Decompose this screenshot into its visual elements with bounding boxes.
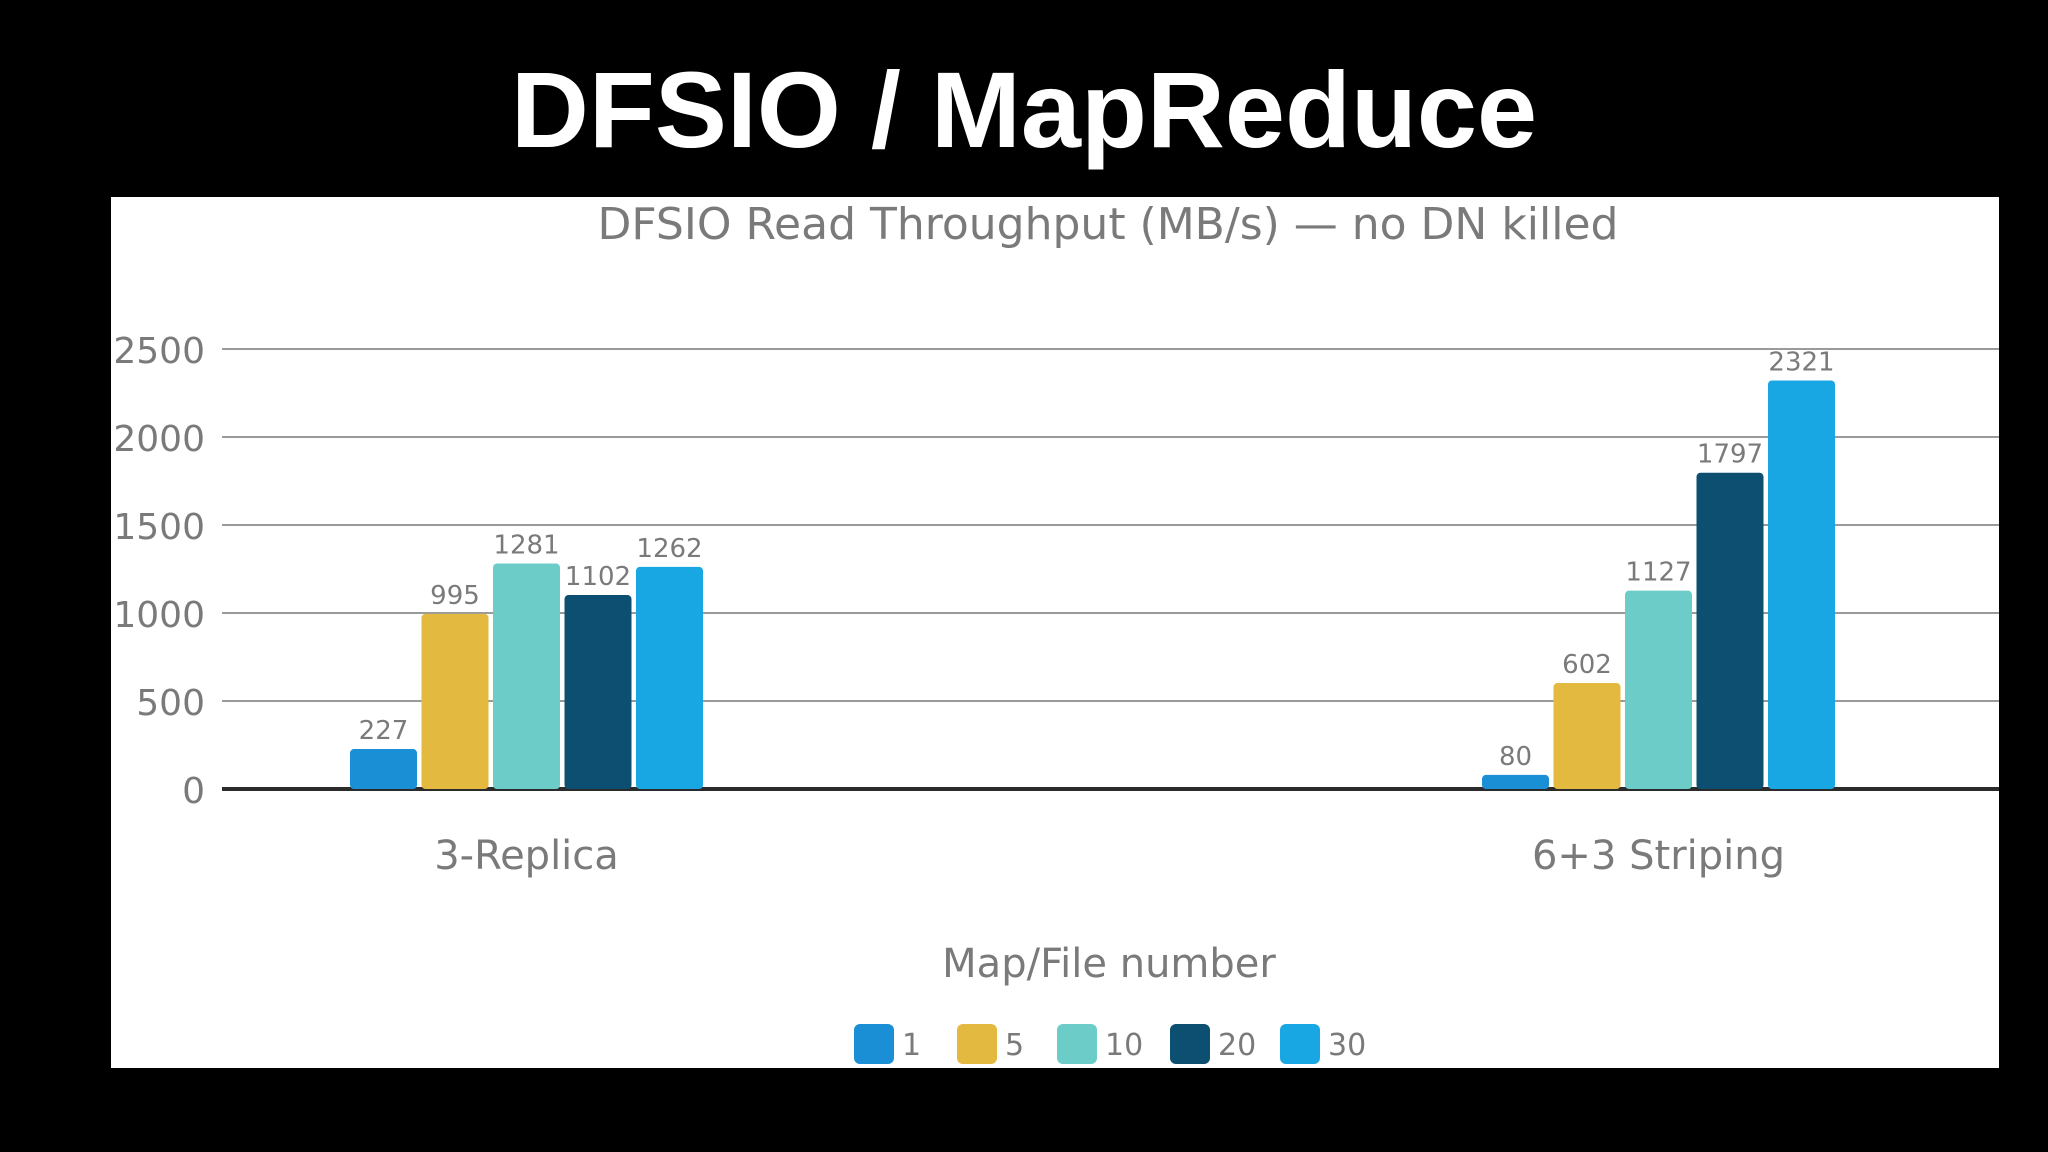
- bar-6-3-striping-20: [1696, 472, 1764, 789]
- x-category-label: 3-Replica: [434, 833, 619, 879]
- bar-3-replica-20: [564, 595, 632, 789]
- y-tick-label: 2500: [113, 331, 205, 372]
- legend-swatch: [854, 1024, 894, 1064]
- chart-title: DFSIO Read Throughput (MB/s) — no DN kil…: [598, 199, 1619, 250]
- legend-label: 10: [1105, 1028, 1143, 1063]
- bar-3-replica-5: [421, 613, 489, 789]
- y-tick-label: 0: [182, 771, 205, 812]
- bars: [350, 380, 1835, 789]
- legend-item: 30: [1280, 1024, 1366, 1064]
- data-label: 1281: [493, 531, 559, 561]
- legend-swatch: [1170, 1024, 1210, 1064]
- y-tick-label: 1000: [113, 595, 205, 636]
- slide-title: DFSIO / MapReduce: [510, 49, 1538, 170]
- bar-chart: DFSIO Read Throughput (MB/s) — no DN kil…: [113, 199, 1999, 1064]
- data-label: 995: [430, 581, 480, 611]
- legend-label: 30: [1328, 1028, 1366, 1063]
- legend-item: 20: [1170, 1024, 1256, 1064]
- y-axis-ticks: 0 500 1000 1500 2000 2500: [113, 331, 205, 812]
- y-tick-label: 2000: [113, 419, 205, 460]
- legend-item: 10: [1057, 1024, 1143, 1064]
- legend-label: 1: [902, 1028, 921, 1063]
- data-label: 227: [359, 716, 409, 746]
- legend-label: 5: [1005, 1028, 1024, 1063]
- bar-6-3-striping-30: [1768, 380, 1835, 789]
- data-label: 2321: [1768, 348, 1834, 378]
- x-axis-categories: 3-Replica 6+3 Striping: [434, 833, 1785, 879]
- legend: 1 5 10 20 30: [854, 1024, 1366, 1064]
- data-label: 1262: [636, 534, 702, 564]
- x-category-label: 6+3 Striping: [1532, 833, 1785, 879]
- data-label: 80: [1499, 742, 1532, 772]
- legend-swatch: [957, 1024, 997, 1064]
- bar-6-3-striping-5: [1553, 683, 1621, 789]
- bar-3-replica-10: [493, 563, 560, 789]
- legend-label: 20: [1218, 1028, 1256, 1063]
- y-tick-label: 500: [136, 683, 205, 724]
- data-label: 1797: [1697, 440, 1763, 470]
- bar-6-3-striping-1: [1482, 774, 1549, 789]
- legend-swatch: [1057, 1024, 1097, 1064]
- y-tick-label: 1500: [113, 507, 205, 548]
- bar-3-replica-30: [636, 566, 703, 789]
- chart-panel: DFSIO Read Throughput (MB/s) — no DN kil…: [111, 197, 1999, 1068]
- data-label: 602: [1562, 650, 1612, 680]
- data-label: 1102: [565, 562, 631, 592]
- legend-item: 1: [854, 1024, 921, 1064]
- legend-item: 5: [957, 1024, 1024, 1064]
- bar-6-3-striping-10: [1625, 590, 1692, 789]
- bar-3-replica-1: [350, 749, 417, 789]
- legend-swatch: [1280, 1024, 1320, 1064]
- data-label: 1127: [1625, 558, 1691, 588]
- x-axis-label: Map/File number: [942, 941, 1276, 987]
